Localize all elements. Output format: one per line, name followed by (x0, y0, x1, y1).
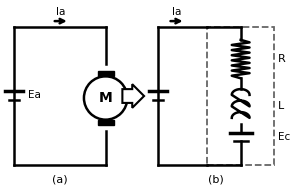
Bar (207, 27, 274, 165)
Bar (98, 120, 113, 125)
Polygon shape (122, 84, 144, 108)
Bar (98, 71, 113, 76)
Text: Ec: Ec (278, 133, 290, 142)
Text: (b): (b) (208, 175, 224, 185)
Text: L: L (278, 101, 284, 111)
Text: M: M (99, 91, 113, 105)
Text: Ea: Ea (28, 90, 41, 100)
Text: (a): (a) (52, 175, 68, 185)
Text: R: R (278, 54, 286, 64)
Text: Ia: Ia (172, 7, 181, 17)
Text: Ia: Ia (56, 7, 65, 17)
